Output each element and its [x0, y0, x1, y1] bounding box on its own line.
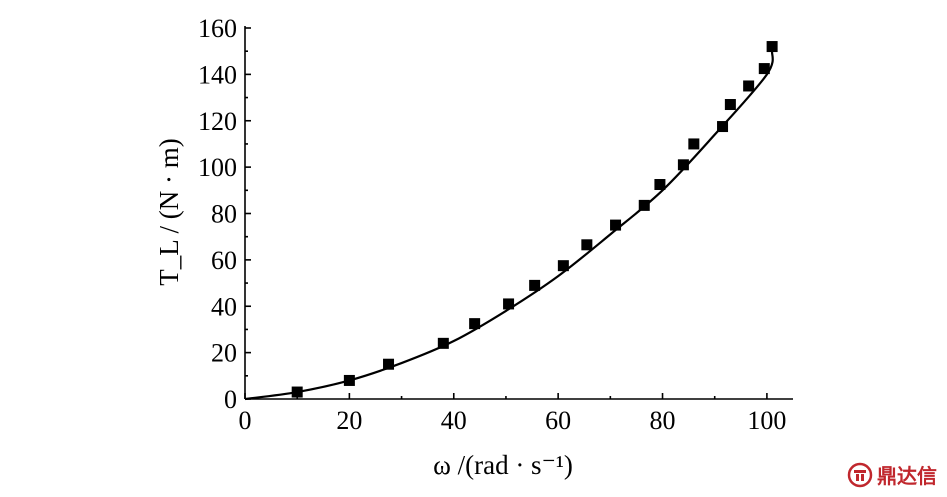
- watermark-text: 鼎达信: [877, 464, 937, 488]
- x-tick-label: 80: [650, 406, 676, 435]
- x-tick-label: 60: [545, 406, 571, 435]
- data-point: [758, 63, 770, 75]
- axes: [244, 26, 793, 400]
- data-point: [503, 298, 515, 310]
- data-point: [688, 138, 700, 150]
- data-point: [717, 121, 729, 133]
- fit-curve: [244, 50, 774, 401]
- data-point: [654, 179, 666, 191]
- data-point: [581, 239, 593, 251]
- data-point: [469, 318, 481, 330]
- y-tick-label: 80: [211, 200, 237, 229]
- y-axis-label: T_L / (N · m): [154, 138, 184, 285]
- data-point: [291, 386, 303, 398]
- y-tick-label: 20: [211, 339, 237, 368]
- data-point: [743, 80, 755, 92]
- data-points: [291, 41, 778, 398]
- x-tick-label: 40: [441, 406, 467, 435]
- watermark: 鼎达信: [847, 460, 937, 489]
- y-tick-label: 120: [198, 107, 237, 136]
- data-point: [529, 279, 541, 291]
- watermark-logo-icon: [847, 462, 873, 487]
- data-point: [383, 358, 395, 370]
- y-tick-label: 160: [198, 14, 237, 43]
- y-tick-label: 60: [211, 246, 237, 275]
- y-tick-label: 40: [211, 292, 237, 321]
- x-tick-label: 100: [747, 406, 786, 435]
- x-axis-label: ω /(rad · s⁻¹): [433, 450, 573, 480]
- data-point: [343, 374, 355, 386]
- x-tick-label: 20: [336, 406, 362, 435]
- data-point: [766, 41, 778, 53]
- x-tick-label: 0: [239, 406, 252, 435]
- data-point: [610, 219, 622, 231]
- data-point: [724, 99, 736, 111]
- data-point: [557, 260, 569, 272]
- data-point: [437, 337, 449, 349]
- y-tick-label: 0: [224, 385, 237, 414]
- data-point: [677, 159, 689, 171]
- x-axis-ticks: 0 20 40 60 80 100: [239, 393, 786, 435]
- y-tick-label: 140: [198, 60, 237, 89]
- y-tick-label: 100: [198, 153, 237, 182]
- y-axis-ticks: 0 20 40 60 80 100 120 140 160: [198, 14, 251, 414]
- data-point: [638, 199, 650, 211]
